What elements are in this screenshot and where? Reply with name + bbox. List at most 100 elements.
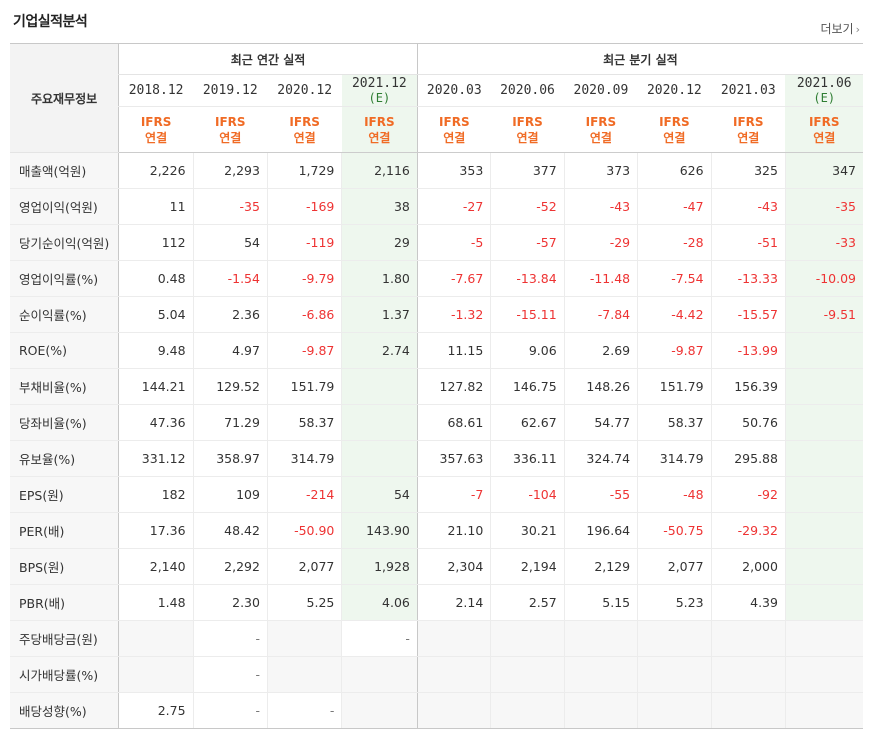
table-cell: 4.97 <box>192 332 268 369</box>
table-cell: -119 <box>266 224 342 261</box>
ifrs-label: IFRS <box>659 114 690 129</box>
consolidated-label: 연결 <box>663 130 686 145</box>
table-cell: 1.37 <box>341 296 418 333</box>
table-row: 매출액(억원) 2,226 2,293 1,729 2,116 353 377 373 626 3… <box>10 152 863 189</box>
table-cell: 357.63 <box>416 440 491 477</box>
table-row: PER(배) 17.36 48.42 -50.90 143.90 21.10 30.21 19… <box>10 512 863 549</box>
table-row: 배당성향(%) 2.75- - <box>10 692 863 729</box>
table-cell <box>784 476 863 513</box>
table-cell <box>118 656 194 693</box>
table-cell: 2.69 <box>563 332 638 369</box>
table-cell: 314.79 <box>266 440 342 477</box>
ifrs-label: IFRS <box>512 114 543 129</box>
table-cell: -55 <box>563 476 638 513</box>
table-cell: 4.39 <box>710 584 786 621</box>
table-cell: 2,140 <box>118 548 194 585</box>
table-cell: - <box>192 656 268 693</box>
table-cell: -50.75 <box>637 512 712 549</box>
estimate-marker: (E) <box>368 90 391 105</box>
table-cell: 54 <box>192 224 268 261</box>
table-cell: 17.36 <box>118 512 194 549</box>
table-cell <box>416 656 491 693</box>
table-cell: 325 <box>710 152 786 189</box>
chevron-right-icon: › <box>855 23 860 36</box>
table-cell: 5.04 <box>118 296 194 333</box>
row-label: 매출액(억원) <box>10 152 119 189</box>
table-cell: 151.79 <box>266 368 342 405</box>
table-cell: 295.88 <box>710 440 786 477</box>
table-cell: -7 <box>416 476 491 513</box>
table-cell: -47 <box>637 188 712 225</box>
ifrs-label: IFRS <box>140 114 172 129</box>
row-label: 시가배당률(%) <box>10 656 119 693</box>
table-cell <box>341 656 418 693</box>
consolidated-label: 연결 <box>813 130 836 145</box>
table-cell: 58.37 <box>266 404 342 441</box>
table-cell: -57 <box>490 224 565 261</box>
ifrs-header: IFRS 연결 <box>637 106 712 153</box>
consolidated-label: 연결 <box>737 130 760 145</box>
table-cell: 373 <box>563 152 638 189</box>
table-cell: 62.67 <box>490 404 565 441</box>
table-cell <box>341 692 418 729</box>
table-cell: -7.84 <box>563 296 638 333</box>
section-title: 기업실적분석 <box>13 14 88 30</box>
table-row: BPS(원) 2,140 2,292 2,077 1,928 2,304 2,194 2,12… <box>10 548 863 585</box>
period-header-row: 2018.12 2019.12 2020.12 2021.12 (E) 2020.03 20… <box>10 74 863 107</box>
table-cell <box>341 440 418 477</box>
table-cell: 129.52 <box>192 368 268 405</box>
ifrs-header: IFRS 연결 <box>267 106 342 153</box>
table-row: 영업이익률(%) 0.48 -1.54 -9.79 1.80 -7.67 -13.84 -11… <box>10 260 863 297</box>
table-cell: -35 <box>192 188 268 225</box>
table-cell <box>416 692 491 729</box>
table-cell <box>710 692 786 729</box>
table-row: EPS(원) 182 109 -214 54 -7 -104 -55 -48 -92 <box>10 476 863 513</box>
table-row: 영업이익(억원) 11 -35 -169 38 -27 -52 -43 -47 -43 -35 <box>10 188 863 225</box>
table-cell <box>416 620 491 657</box>
more-link[interactable]: 더보기 › <box>820 20 860 37</box>
table-cell: 156.39 <box>710 368 786 405</box>
ifrs-header: IFRS 연결 <box>564 106 638 153</box>
ifrs-header: IFRS 연결 <box>118 106 194 153</box>
table-cell: 2.74 <box>341 332 418 369</box>
table-cell: -1.32 <box>416 296 491 333</box>
table-cell: 50.76 <box>710 404 786 441</box>
row-label: 주당배당금(원) <box>10 620 119 657</box>
ifrs-header: IFRS 연결 <box>490 106 565 153</box>
table-cell: -51 <box>710 224 786 261</box>
consolidated-label: 연결 <box>145 130 168 145</box>
period-label: 2020.06 <box>500 82 555 98</box>
table-cell: 5.15 <box>563 584 638 621</box>
estimate-marker: (E) <box>813 90 836 105</box>
row-label-header: 주요재무정보 <box>10 43 119 153</box>
table-cell: 1.48 <box>118 584 194 621</box>
period-label: 2021.03 <box>720 82 776 98</box>
table-cell: 2,077 <box>637 548 712 585</box>
table-cell: 47.36 <box>118 404 194 441</box>
period-header: 2020.06 <box>490 74 565 107</box>
table-cell: -13.84 <box>490 260 565 297</box>
table-cell: 38 <box>341 188 418 225</box>
table-cell: -29 <box>563 224 638 261</box>
table-cell: 2,129 <box>563 548 638 585</box>
table-cell: -169 <box>266 188 342 225</box>
table-cell: 1.80 <box>341 260 418 297</box>
table-cell: 58.37 <box>637 404 712 441</box>
table-cell <box>784 584 863 621</box>
table-cell: -35 <box>784 188 863 225</box>
row-label: 순이익률(%) <box>10 296 119 333</box>
table-cell: -1.54 <box>192 260 268 297</box>
table-cell: 30.21 <box>490 512 565 549</box>
ifrs-header: IFRS 연결 <box>711 106 786 153</box>
period-header: 2021.03 <box>711 74 786 107</box>
table-row: ROE(%) 9.48 4.97 -9.87 2.74 11.15 9.06 2.69 -9.8… <box>10 332 863 369</box>
table-cell: -9.87 <box>266 332 342 369</box>
table-cell: 9.06 <box>490 332 565 369</box>
period-header: 2020.09 <box>564 74 638 107</box>
table-cell: -9.79 <box>266 260 342 297</box>
table-cell <box>563 656 638 693</box>
table-cell: -15.57 <box>710 296 786 333</box>
table-row: 순이익률(%) 5.04 2.36 -6.86 1.37 -1.32 -15.11 -7.84… <box>10 296 863 333</box>
table-cell <box>266 656 342 693</box>
